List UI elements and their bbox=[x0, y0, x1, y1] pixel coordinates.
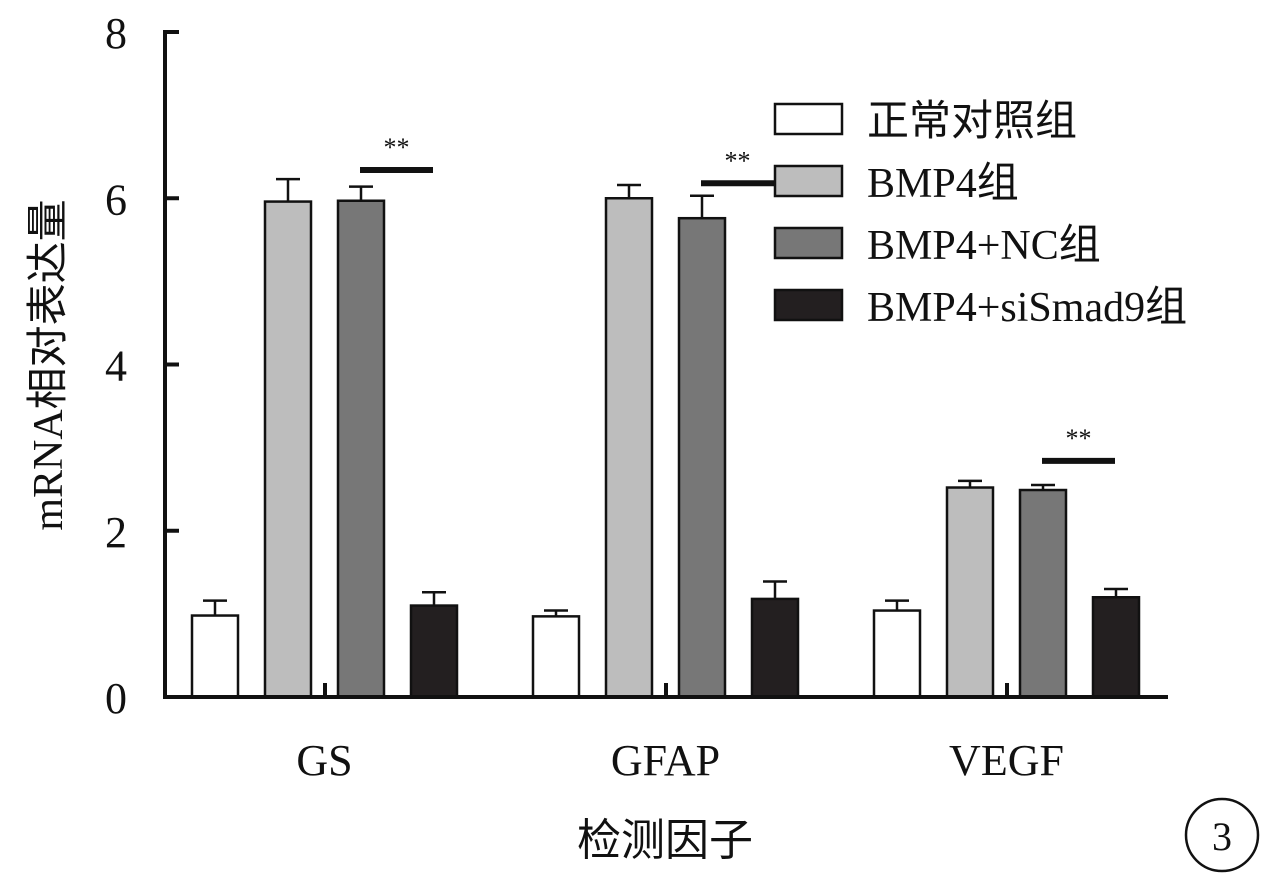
y-tick-label-4: 4 bbox=[105, 342, 127, 391]
panel-label: 3 bbox=[1212, 814, 1232, 859]
y-tick-label-6: 6 bbox=[105, 175, 127, 224]
y-axis-label: mRNA相对表达量 bbox=[26, 199, 72, 530]
bar-vegf-series-2 bbox=[945, 486, 995, 699]
bar-gs-series-1 bbox=[190, 614, 240, 699]
bar-gs-series-3 bbox=[336, 199, 386, 699]
x-tick-label-gs: GS bbox=[296, 736, 352, 785]
bar-gfap-series-2 bbox=[604, 197, 654, 699]
x-ticks-layer: GS GFAP VEGF bbox=[296, 683, 1064, 785]
y-tick-label-2: 2 bbox=[105, 508, 127, 557]
bar-gs-series-2 bbox=[263, 200, 313, 699]
significance-label-gs: ** bbox=[384, 133, 410, 162]
bar-gfap-series-3 bbox=[677, 216, 727, 699]
legend: 正常对照组 BMP4组 BMP4+NC组 BMP4+siSmad9组 bbox=[773, 99, 1187, 331]
significance-label-vegf: ** bbox=[1066, 424, 1092, 453]
bar-vegf-series-4 bbox=[1091, 596, 1141, 699]
legend-swatch-3 bbox=[773, 226, 844, 260]
legend-swatch-4 bbox=[773, 288, 844, 322]
legend-swatch-2 bbox=[773, 164, 844, 198]
bar-vegf-series-1 bbox=[872, 609, 922, 699]
x-tick-label-gfap: GFAP bbox=[611, 736, 720, 785]
error-bars-layer bbox=[203, 177, 1128, 617]
y-tick-label-8: 8 bbox=[105, 9, 127, 58]
panel-label-circle bbox=[1184, 797, 1260, 873]
bar-gs-series-4 bbox=[409, 604, 459, 699]
bars-layer bbox=[190, 197, 1141, 699]
y-ticks-layer: 0 2 4 6 8 bbox=[105, 9, 179, 723]
x-tick-label-vegf: VEGF bbox=[949, 736, 1064, 785]
y-tick-label-0: 0 bbox=[105, 674, 127, 723]
legend-label-3: BMP4+NC组 bbox=[867, 223, 1101, 269]
bar-gfap-series-4 bbox=[750, 597, 800, 699]
legend-swatch-1 bbox=[773, 102, 844, 136]
legend-label-1: 正常对照组 bbox=[867, 99, 1077, 145]
bar-vegf-series-3 bbox=[1018, 488, 1068, 699]
x-axis-label: 检测因子 bbox=[577, 816, 753, 865]
significance-label-gfap: ** bbox=[725, 146, 751, 175]
bar-gfap-series-1 bbox=[531, 615, 581, 699]
annotations-layer: ** ** ** bbox=[360, 133, 1115, 464]
legend-label-4: BMP4+siSmad9组 bbox=[867, 285, 1187, 331]
legend-label-2: BMP4组 bbox=[867, 161, 1019, 207]
